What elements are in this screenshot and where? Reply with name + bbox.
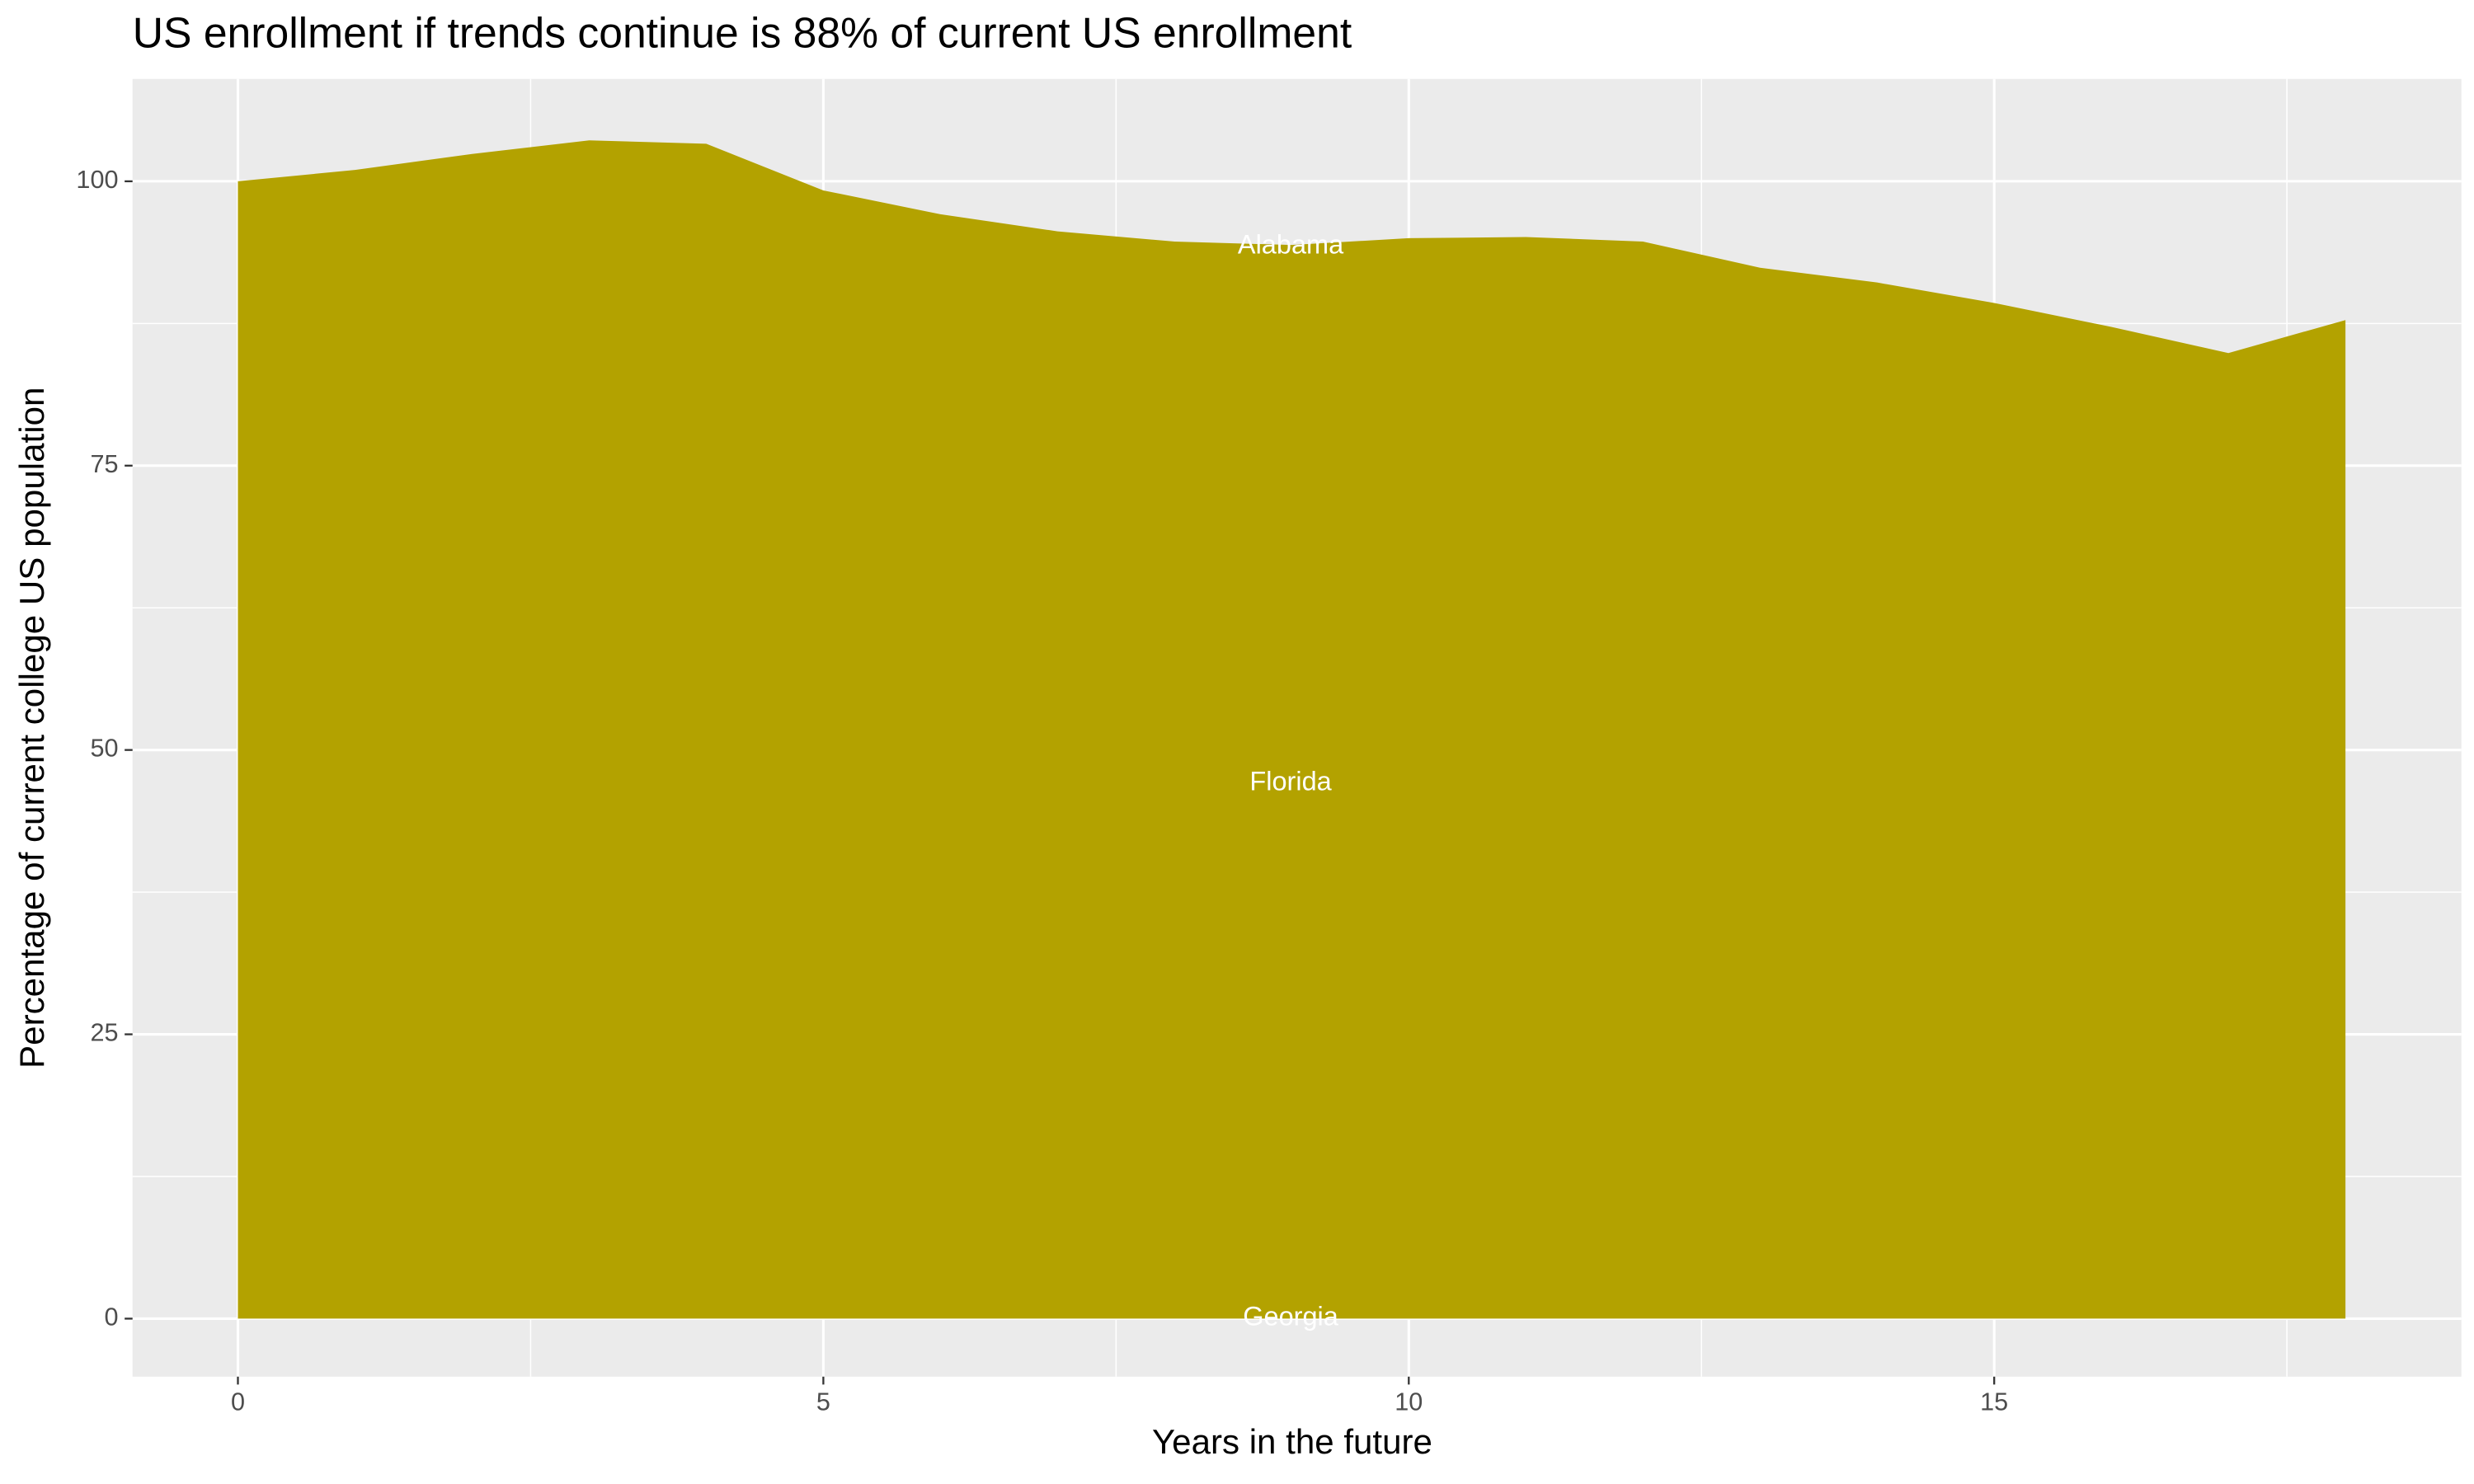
- y-tick-label: 0: [104, 1303, 118, 1331]
- annotation: Alabama: [1238, 229, 1344, 259]
- y-tick-label: 50: [90, 735, 118, 763]
- x-axis-title: Years in the future: [1152, 1422, 1432, 1461]
- y-tick-label: 25: [90, 1019, 118, 1047]
- x-tick-label: 10: [1395, 1388, 1423, 1416]
- marks: Alabama Florida Georgia: [238, 140, 2346, 1331]
- y-axis-title: Percentage of current college US populat…: [12, 387, 51, 1068]
- annotation: Florida: [1249, 766, 1332, 796]
- y-tick-label: 100: [76, 166, 118, 194]
- chart-title: US enrollment if trends continue is 88% …: [133, 9, 1352, 57]
- x-tick-label: 15: [1980, 1388, 2008, 1416]
- x-tick-label: 5: [816, 1388, 830, 1416]
- area: [238, 140, 2346, 1319]
- y-tick-label: 75: [90, 450, 118, 478]
- x-tick-label: 0: [231, 1388, 245, 1416]
- annotation: Georgia: [1243, 1302, 1339, 1331]
